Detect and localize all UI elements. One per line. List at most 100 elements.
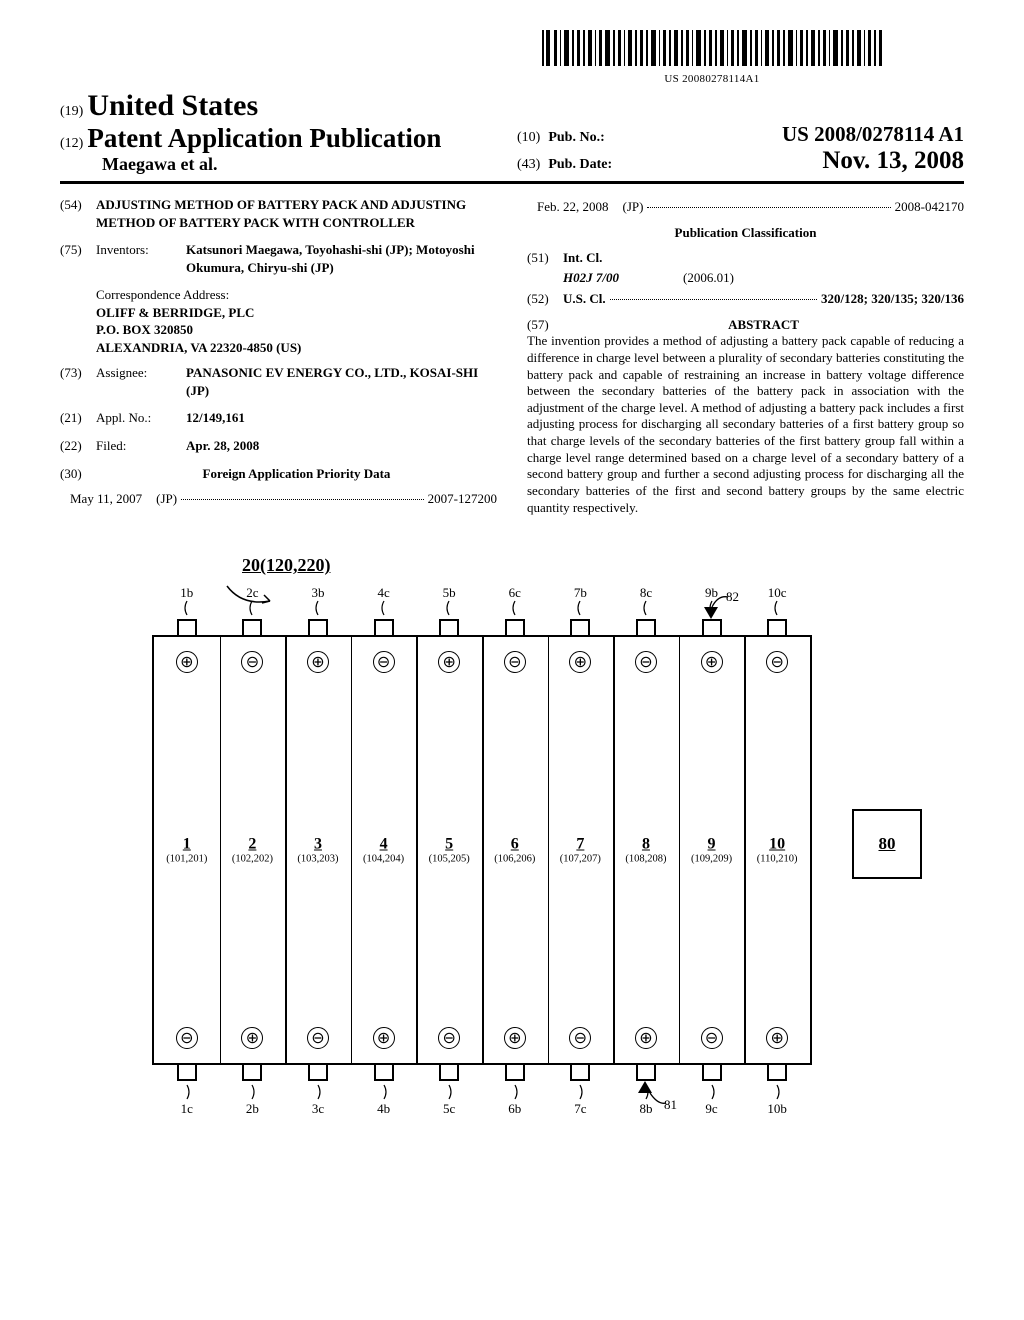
sensor-82-tab <box>702 619 722 635</box>
fp1-date: May 11, 2007 <box>70 490 142 508</box>
top-terminal-7: ⊕ <box>548 649 614 675</box>
bottom-tab-10: 10b <box>744 1063 810 1097</box>
top-tab-2: 2c <box>220 603 286 637</box>
bottom-tab-3: 3c <box>285 1063 351 1097</box>
top-terminal-10: ⊖ <box>744 649 810 675</box>
code-10: (10) <box>517 130 540 146</box>
bottom-terminal-5: ⊖ <box>416 1025 482 1051</box>
dots <box>181 490 424 500</box>
figure: 20(120,220) 1b 2c 3b 4c 5b 6c 7b 8c 9b 1… <box>112 561 912 1121</box>
top-tab-1: 1b <box>154 603 220 637</box>
top-tab-10: 10c <box>744 603 810 637</box>
controller-box-80: 80 <box>852 809 922 879</box>
cell-2: 2(102,202) <box>220 836 286 865</box>
inventors-label: Inventors: <box>96 241 186 276</box>
bottom-terminal-8: ⊕ <box>613 1025 679 1051</box>
top-tab-6: 6c <box>482 603 548 637</box>
invention-title: ADJUSTING METHOD OF BATTERY PACK AND ADJ… <box>96 196 497 231</box>
sensor-81-tab <box>636 1065 656 1081</box>
bottom-tab-5: 5c <box>416 1063 482 1097</box>
top-terminal-4: ⊖ <box>351 649 417 675</box>
code-51: (51) <box>527 249 563 267</box>
pubno-label: Pub. No.: <box>548 130 604 146</box>
top-terminal-3: ⊕ <box>285 649 351 675</box>
inventors-value: Katsunori Maegawa, Toyohashi-shi (JP); M… <box>186 241 497 276</box>
sensor-81-lead <box>648 1089 668 1109</box>
cell-divider <box>744 637 746 1063</box>
dots <box>610 290 817 300</box>
figure-label: 20(120,220) <box>242 555 331 576</box>
pubdate-label: Pub. Date: <box>548 157 612 173</box>
bottom-terminal-6: ⊕ <box>482 1025 548 1051</box>
cell-divider <box>285 637 287 1063</box>
cell-7: 7(107,207) <box>548 836 614 865</box>
top-tab-8: 8c <box>613 603 679 637</box>
corr-heading: Correspondence Address: <box>96 286 497 304</box>
code-19: (19) <box>60 104 83 119</box>
top-terminal-9: ⊕ <box>679 649 745 675</box>
top-tab-4: 4c <box>351 603 417 637</box>
authors-header: Maegawa et al. <box>60 154 507 175</box>
intcl-date: (2006.01) <box>683 269 734 287</box>
dots <box>647 198 890 208</box>
battery-pack: 1b 2c 3b 4c 5b 6c 7b 8c 9b 10c 1c 2b 3c … <box>152 635 812 1065</box>
cell-1: 1(101,201) <box>154 836 220 865</box>
cell-10: 10(110,210) <box>744 836 810 865</box>
applno-label: Appl. No.: <box>96 409 186 427</box>
cell-5: 5(105,205) <box>416 836 482 865</box>
bottom-tab-2: 2b <box>220 1063 286 1097</box>
uscl-label: U.S. Cl. <box>563 290 606 308</box>
bottom-tab-1: 1c <box>154 1063 220 1097</box>
country: United States <box>87 89 258 122</box>
bottom-terminal-9: ⊖ <box>679 1025 745 1051</box>
assignee-label: Assignee: <box>96 364 186 399</box>
bottom-tab-9: 9c <box>679 1063 745 1097</box>
top-terminal-2: ⊖ <box>220 649 286 675</box>
doc-type: Patent Application Publication <box>87 123 441 153</box>
top-terminal-8: ⊖ <box>613 649 679 675</box>
bottom-terminal-3: ⊖ <box>285 1025 351 1051</box>
bottom-tab-4: 4b <box>351 1063 417 1097</box>
fp1-num: 2007-127200 <box>428 490 497 508</box>
uscl-value: 320/128; 320/135; 320/136 <box>821 290 964 308</box>
filed-value: Apr. 28, 2008 <box>186 437 497 455</box>
intcl-label: Int. Cl. <box>563 249 602 267</box>
applno-value: 12/149,161 <box>186 409 497 427</box>
top-terminal-6: ⊖ <box>482 649 548 675</box>
bottom-terminal-7: ⊖ <box>548 1025 614 1051</box>
barcode <box>542 30 882 71</box>
correspondence-address: Correspondence Address: OLIFF & BERRIDGE… <box>96 286 497 356</box>
bottom-tab-6: 6b <box>482 1063 548 1097</box>
filed-label: Filed: <box>96 437 186 455</box>
cell-divider <box>679 637 681 1063</box>
corr-line1: OLIFF & BERRIDGE, PLC <box>96 304 497 322</box>
corr-line2: P.O. BOX 320850 <box>96 321 497 339</box>
foreign-heading: Foreign Application Priority Data <box>96 465 497 483</box>
pubdate: Nov. 13, 2008 <box>822 147 964 175</box>
top-tab-5: 5b <box>416 603 482 637</box>
code-22: (22) <box>60 437 96 455</box>
bottom-terminal-10: ⊕ <box>744 1025 810 1051</box>
header: (19) United States (12) Patent Applicati… <box>60 89 964 175</box>
code-30: (30) <box>60 465 96 483</box>
top-terminal-1: ⊕ <box>154 649 220 675</box>
top-tab-7: 7b <box>548 603 614 637</box>
code-75: (75) <box>60 241 96 276</box>
fp1-cc: (JP) <box>156 490 177 508</box>
bottom-terminal-4: ⊕ <box>351 1025 417 1051</box>
corr-line3: ALEXANDRIA, VA 22320-4850 (US) <box>96 339 497 357</box>
cell-divider <box>220 637 222 1063</box>
barcode-block: US 20080278114A1 <box>460 30 964 85</box>
header-rule <box>60 181 964 184</box>
code-52: (52) <box>527 290 563 308</box>
cell-8: 8(108,208) <box>613 836 679 865</box>
bottom-terminal-1: ⊖ <box>154 1025 220 1051</box>
cell-divider <box>416 637 418 1063</box>
barcode-number: US 20080278114A1 <box>460 73 964 85</box>
fp2-cc: (JP) <box>623 198 644 216</box>
cell-9: 9(109,209) <box>679 836 745 865</box>
intcl-code: H02J 7/00 <box>563 269 683 287</box>
code-57: (57) <box>527 316 563 334</box>
pubno: US 2008/0278114 A1 <box>782 122 964 147</box>
code-73: (73) <box>60 364 96 399</box>
